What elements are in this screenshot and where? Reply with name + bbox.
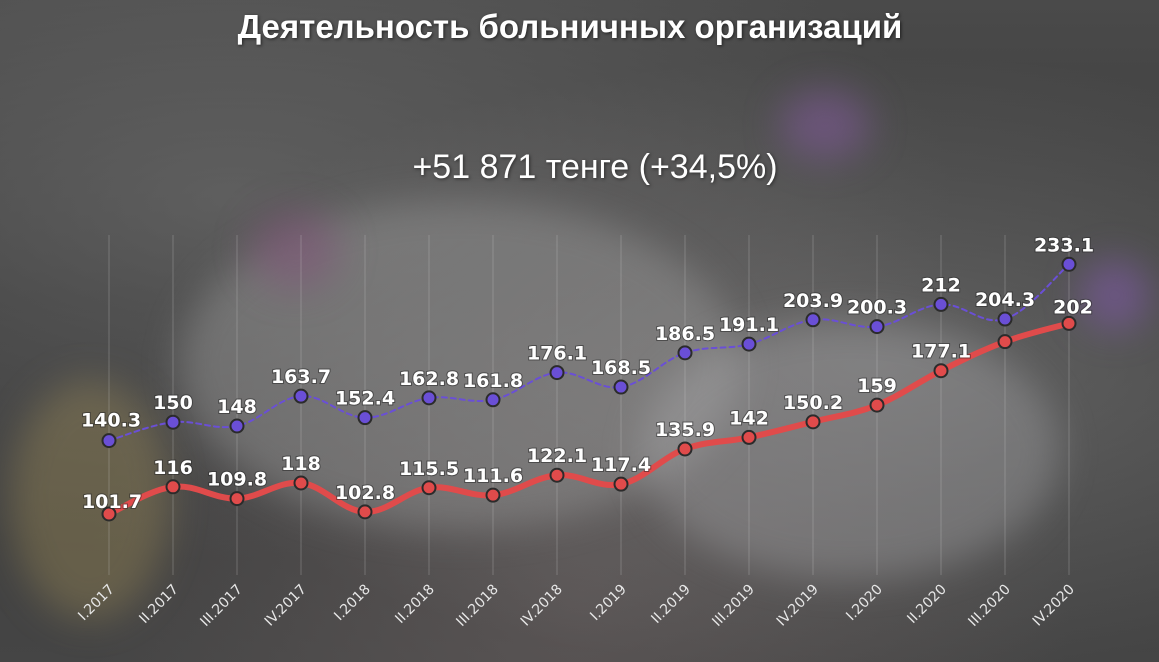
- lower-series-point: [165, 479, 181, 495]
- upper-series-point: [997, 311, 1013, 327]
- lower-series-point: [357, 504, 373, 520]
- x-tick-label: III.2018: [453, 582, 501, 630]
- x-tick-label: III.2020: [965, 582, 1013, 630]
- upper-series-data-label: 163.7: [271, 366, 331, 388]
- upper-series-data-label: 233.1: [1034, 234, 1094, 256]
- lower-series-point: [293, 475, 309, 491]
- lower-series-point: [1061, 315, 1077, 331]
- lower-series-data-label: 102.8: [335, 482, 395, 504]
- upper-series-point: [229, 418, 245, 434]
- lower-series-data-label: 109.8: [207, 469, 267, 491]
- x-tick-label: II.2017: [136, 582, 181, 627]
- x-tick-label: I.2020: [843, 582, 886, 625]
- upper-series-point: [805, 312, 821, 328]
- lower-series-point: [741, 429, 757, 445]
- lower-series-data-label: 202: [1053, 296, 1093, 318]
- upper-series-point: [1061, 256, 1077, 272]
- upper-series-data-label: 168.5: [591, 357, 651, 379]
- upper-series-data-label: 200.3: [847, 297, 907, 319]
- upper-series-data-label: 161.8: [463, 370, 523, 392]
- x-tick-label: III.2017: [197, 582, 245, 630]
- background-blur: [1080, 260, 1150, 330]
- x-tick-label: IV.2017: [262, 582, 310, 630]
- lower-series-data-label: 142: [729, 407, 769, 429]
- background-blur: [10, 380, 170, 620]
- upper-series-data-label: 212: [921, 274, 961, 296]
- lower-series-data-label: 159: [857, 375, 897, 397]
- x-axis-ticks: I.2017 II.2017 III.2017 IV.2017 I.2018 II.201…: [75, 582, 1078, 630]
- lower-series-point: [997, 334, 1013, 350]
- chart-subtitle: +51 871 тенге (+34,5%): [412, 148, 778, 186]
- lower-series-point: [869, 397, 885, 413]
- upper-series-point: [101, 433, 117, 449]
- upper-series-data-label: 148: [217, 396, 257, 418]
- background-blur: [250, 210, 340, 290]
- upper-series-data-label: 150: [153, 392, 193, 414]
- lower-series-data-label: 101.7: [82, 491, 142, 513]
- upper-series-point: [293, 388, 309, 404]
- upper-series-data-label: 176.1: [527, 343, 587, 365]
- lower-series-data-label: 115.5: [399, 458, 459, 480]
- x-tick-label: IV.2019: [774, 582, 822, 630]
- x-tick-label: IV.2020: [1030, 582, 1078, 630]
- lower-series-point: [421, 480, 437, 496]
- upper-series-point: [933, 296, 949, 312]
- x-tick-label: III.2019: [709, 582, 757, 630]
- upper-series-point: [357, 410, 373, 426]
- lower-series-point: [549, 467, 565, 483]
- upper-series-point: [165, 414, 181, 430]
- background-blur: [780, 90, 870, 160]
- upper-series-line: [108, 263, 1070, 442]
- upper-series-data-label: 186.5: [655, 323, 715, 345]
- upper-series-data-label: 191.1: [719, 314, 779, 336]
- lower-series-data-label: 122.1: [527, 445, 587, 467]
- upper-series-point: [741, 336, 757, 352]
- lower-series-data-label: 117.4: [591, 454, 651, 476]
- upper-series-point: [677, 345, 693, 361]
- upper-series-data-label: 152.4: [335, 388, 395, 410]
- lower-series-data-label: 116: [153, 457, 193, 479]
- lower-series-data-label: 150.2: [783, 392, 843, 414]
- lower-series-point: [101, 506, 117, 522]
- series-lines: [106, 263, 1072, 517]
- x-tick-label: I.2019: [587, 582, 630, 625]
- lower-series-point: [805, 414, 821, 430]
- series-points: [101, 256, 1077, 522]
- lower-series-point: [485, 487, 501, 503]
- lower-series-data-label: 135.9: [655, 419, 715, 441]
- upper-series-data-label: 162.8: [399, 368, 459, 390]
- x-tick-label: II.2019: [648, 582, 693, 627]
- upper-series-point: [613, 379, 629, 395]
- lower-series-line: [106, 320, 1072, 517]
- x-tick-label: II.2020: [904, 582, 949, 627]
- x-tick-label: II.2018: [392, 582, 437, 627]
- x-tick-label: I.2018: [331, 582, 374, 625]
- upper-series-data-label: 203.9: [783, 290, 843, 312]
- lower-series-point: [229, 491, 245, 507]
- x-tick-label: IV.2018: [518, 582, 566, 630]
- x-tick-label: I.2017: [75, 582, 118, 625]
- background-blur: [640, 320, 1060, 580]
- upper-series-point: [485, 392, 501, 408]
- upper-series-point: [869, 319, 885, 335]
- lower-series-data-label: 177.1: [911, 341, 971, 363]
- upper-series-point: [549, 365, 565, 381]
- lower-series-data-label: 111.6: [463, 465, 523, 487]
- upper-series-data-label: 204.3: [975, 289, 1035, 311]
- chart-title: Деятельность больничных организаций: [237, 8, 903, 45]
- lower-series-point: [613, 476, 629, 492]
- lower-series-point: [677, 441, 693, 457]
- lower-series-point: [933, 363, 949, 379]
- upper-series-point: [421, 390, 437, 406]
- lower-series-data-label: 118: [281, 453, 321, 475]
- upper-series-data-label: 140.3: [81, 410, 141, 432]
